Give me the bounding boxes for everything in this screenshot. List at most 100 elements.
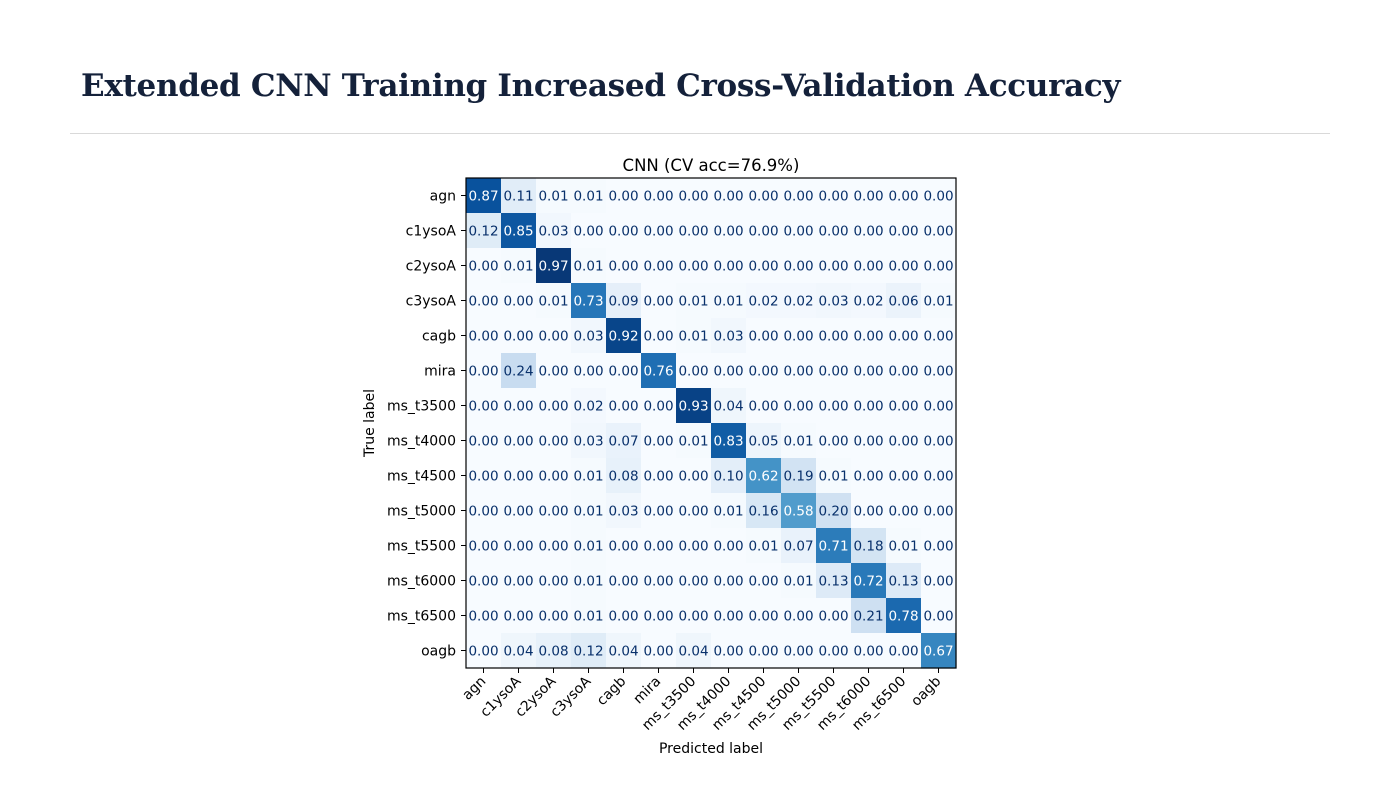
- heatmap-cell: [746, 213, 782, 249]
- cell-value-label: 0.01: [713, 504, 743, 520]
- cell-value-label: 0.71: [818, 539, 848, 555]
- cell-value-label: 0.16: [748, 504, 778, 520]
- cell-value-label: 0.00: [748, 189, 778, 205]
- heatmap-cell: [921, 318, 957, 354]
- heatmap-cell: [606, 388, 642, 424]
- cell-value-label: 0.00: [923, 329, 953, 345]
- cell-value-label: 0.03: [573, 434, 603, 450]
- heatmap-cell: [641, 528, 677, 564]
- heatmap-cell: [711, 283, 747, 319]
- cell-value-label: 0.76: [643, 364, 673, 380]
- cell-value-label: 0.00: [468, 504, 498, 520]
- heatmap-cell: [606, 493, 642, 529]
- heatmap-cell: [676, 318, 712, 354]
- cell-value-label: 0.00: [678, 224, 708, 240]
- heatmap-cell: [676, 633, 712, 669]
- heatmap-cell: [816, 528, 852, 564]
- cell-value-label: 0.00: [643, 329, 673, 345]
- cell-value-label: 0.00: [818, 644, 848, 660]
- cell-value-label: 0.09: [608, 294, 638, 310]
- cell-value-label: 0.24: [503, 364, 533, 380]
- cell-value-label: 0.00: [608, 189, 638, 205]
- cell-value-label: 0.00: [713, 259, 743, 275]
- cell-value-label: 0.00: [643, 224, 673, 240]
- cell-value-label: 0.00: [923, 469, 953, 485]
- heatmap-cell: [536, 283, 572, 319]
- heatmap-cell: [536, 598, 572, 634]
- axis-ticks: [461, 195, 939, 673]
- heatmap-cell: [641, 563, 677, 599]
- heatmap-cell: [851, 563, 887, 599]
- cell-value-label: 0.01: [573, 609, 603, 625]
- cell-value-label: 0.18: [853, 539, 883, 555]
- cell-value-label: 0.00: [678, 504, 708, 520]
- cell-value-label: 0.00: [888, 364, 918, 380]
- heatmap-cell: [781, 248, 817, 284]
- cell-value-label: 0.13: [818, 574, 848, 590]
- heatmap-cell: [501, 528, 537, 564]
- cell-value-label: 0.02: [853, 294, 883, 310]
- heatmap-cell: [781, 178, 817, 214]
- cell-value-label: 0.00: [923, 364, 953, 380]
- cell-value-label: 0.00: [853, 189, 883, 205]
- cell-value-label: 0.03: [538, 224, 568, 240]
- heatmap-cell: [676, 423, 712, 459]
- cell-value-label: 0.01: [538, 189, 568, 205]
- cell-value-label: 0.00: [888, 644, 918, 660]
- heatmap-cell: [851, 528, 887, 564]
- cell-value-label: 0.00: [538, 469, 568, 485]
- cell-value-label: 0.00: [643, 469, 673, 485]
- heatmap-cell: [921, 213, 957, 249]
- heatmap-cell: [851, 353, 887, 389]
- heatmap-cell: [921, 178, 957, 214]
- heatmap-cell: [921, 598, 957, 634]
- heatmap-cell: [886, 353, 922, 389]
- cell-value-label: 0.01: [678, 434, 708, 450]
- heatmap-cell: [606, 528, 642, 564]
- cell-value-label: 0.07: [608, 434, 638, 450]
- heatmap-cell: [641, 493, 677, 529]
- cell-value-label: 0.00: [923, 189, 953, 205]
- cell-value-label: 0.00: [713, 539, 743, 555]
- cell-value-label: 0.00: [923, 504, 953, 520]
- heatmap-cell: [466, 528, 502, 564]
- heatmap-cell: [816, 598, 852, 634]
- heatmap-cell: [536, 493, 572, 529]
- cell-value-label: 0.00: [468, 399, 498, 415]
- cell-value-label: 0.00: [468, 364, 498, 380]
- heatmap-cell: [816, 283, 852, 319]
- cell-value-label: 0.00: [748, 644, 778, 660]
- cell-value-label: 0.00: [608, 224, 638, 240]
- heatmap-cell: [571, 563, 607, 599]
- cell-value-label: 0.12: [468, 224, 498, 240]
- heatmap-cell: [466, 388, 502, 424]
- heatmap-cell: [921, 248, 957, 284]
- x-axis-label: Predicted label: [659, 741, 763, 757]
- cell-value-label: 0.93: [678, 399, 708, 415]
- cell-value-label: 0.00: [888, 259, 918, 275]
- cell-value-label: 0.00: [923, 574, 953, 590]
- cell-value-label: 0.20: [818, 504, 848, 520]
- heatmap-cell: [816, 353, 852, 389]
- heatmap-cell: [571, 458, 607, 494]
- y-axis-label: True label: [362, 389, 378, 458]
- cell-value-label: 0.00: [503, 294, 533, 310]
- cell-value-label: 0.00: [818, 329, 848, 345]
- cell-value-label: 0.00: [818, 399, 848, 415]
- heatmap-cell: [501, 318, 537, 354]
- cell-value-label: 0.00: [468, 644, 498, 660]
- x-tick-label: oagb: [908, 673, 944, 709]
- heatmap-cell: [571, 633, 607, 669]
- cell-value-label: 0.00: [468, 539, 498, 555]
- chart-title: CNN (CV acc=76.9%): [623, 156, 800, 175]
- heatmap-cell: [886, 563, 922, 599]
- cell-value-label: 0.00: [643, 189, 673, 205]
- cell-value-label: 0.00: [608, 399, 638, 415]
- cell-value-label: 0.83: [713, 434, 743, 450]
- heatmap-cell: [571, 528, 607, 564]
- y-tick-label: ms_t4500: [387, 469, 456, 485]
- cell-value-label: 0.00: [503, 329, 533, 345]
- heatmap-cell: [886, 283, 922, 319]
- heatmap-cell: [886, 493, 922, 529]
- heatmap-cell: [921, 388, 957, 424]
